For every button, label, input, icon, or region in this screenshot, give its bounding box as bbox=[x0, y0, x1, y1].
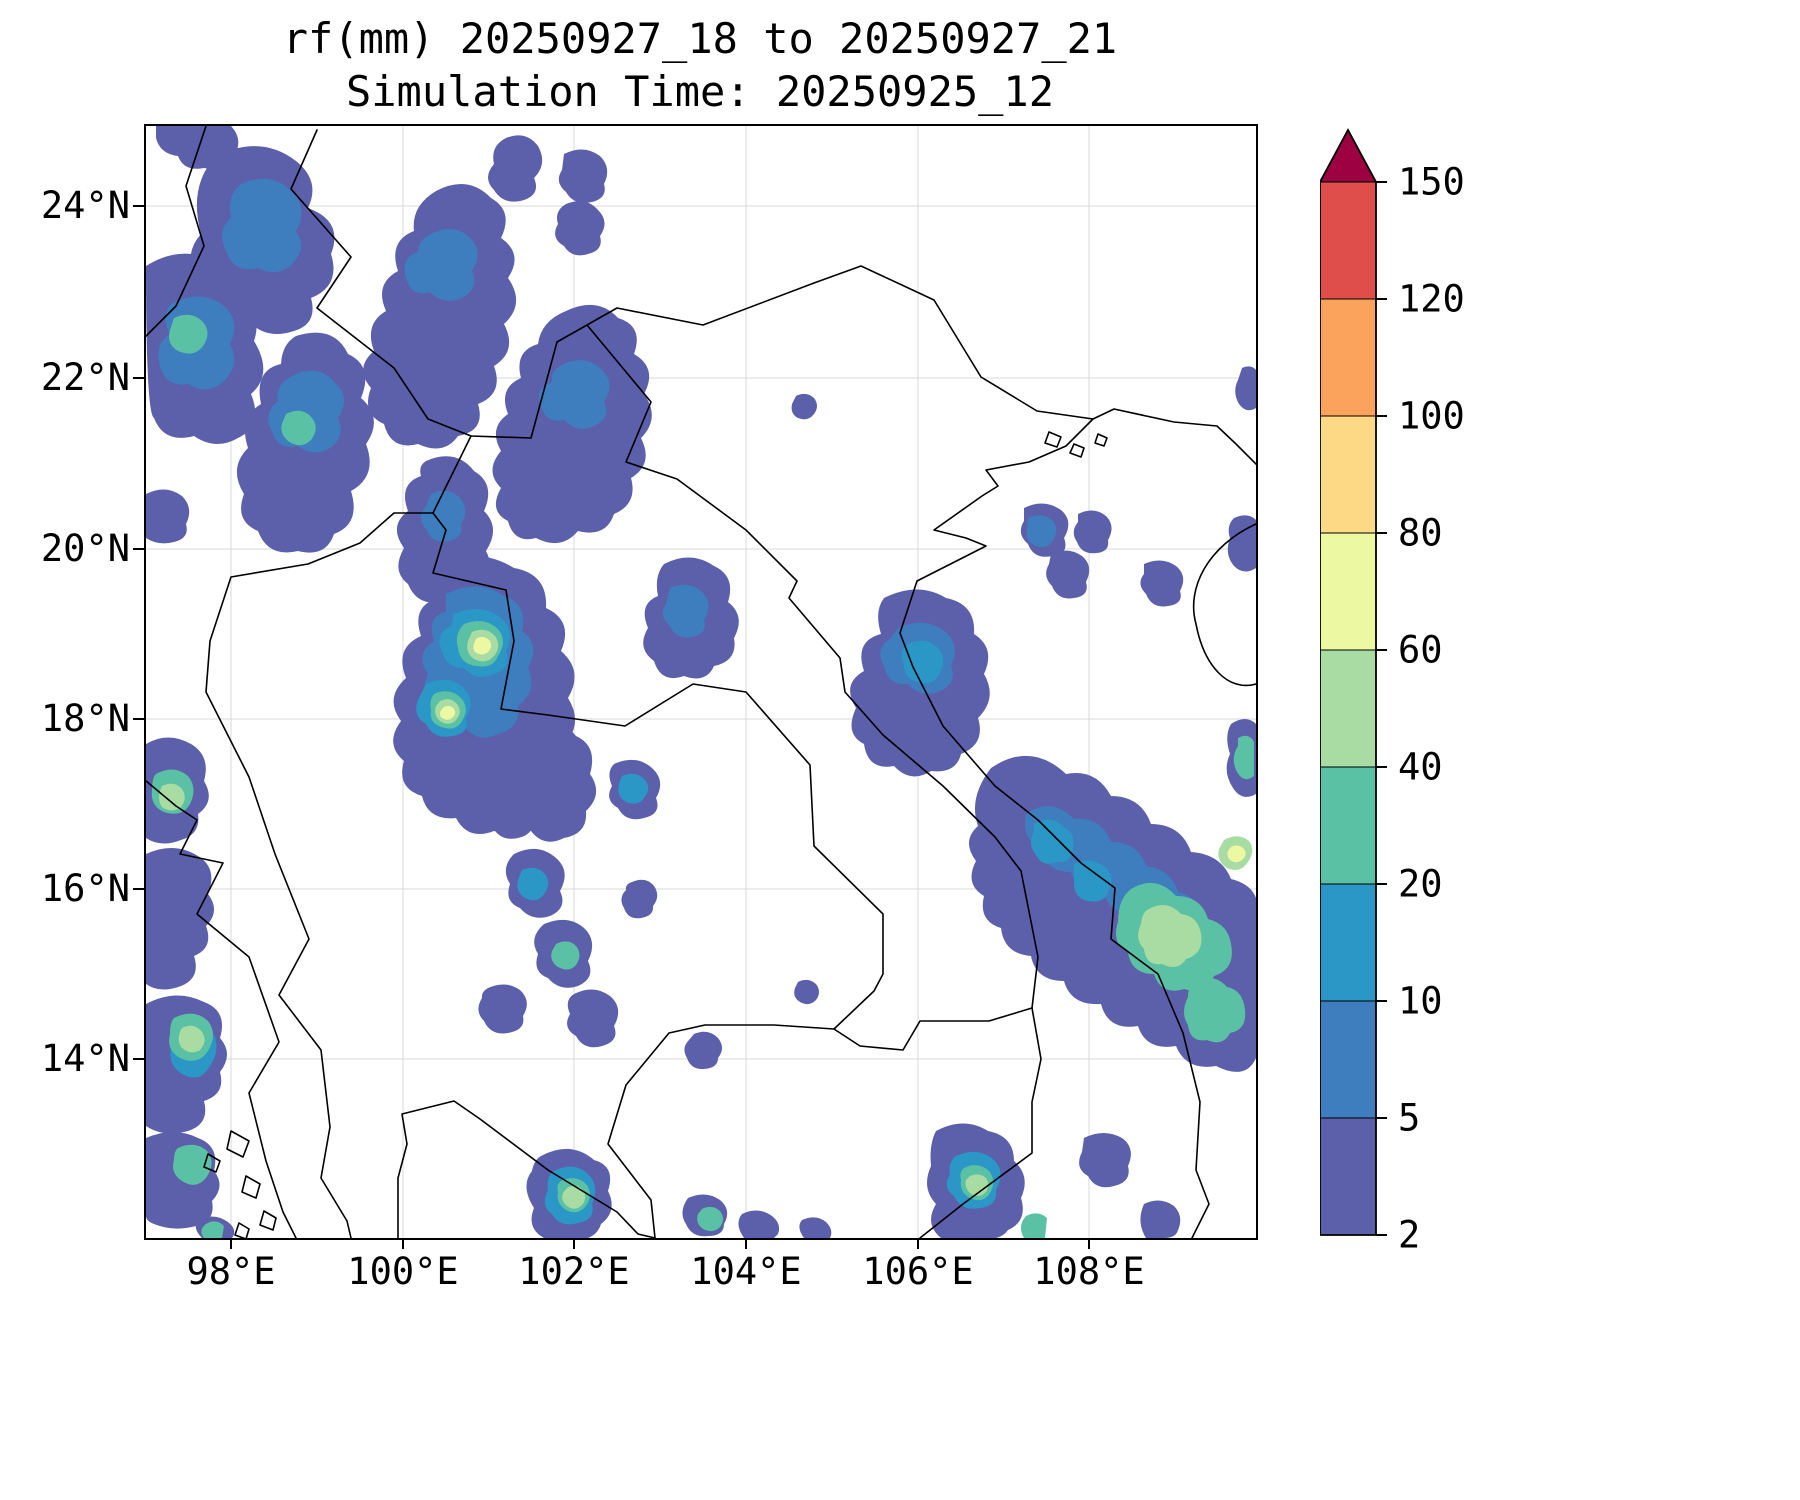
colorbar bbox=[1318, 128, 1390, 1240]
y-axis-tick-mark bbox=[133, 377, 144, 379]
colorbar-labels: 150 120 100 80 60 40 20 10 5 2 bbox=[1398, 128, 1528, 1257]
china-border-and-coast bbox=[290, 129, 1256, 465]
x-tick-label: 108°E bbox=[1033, 1250, 1145, 1293]
x-tick-label: 104°E bbox=[690, 1250, 802, 1293]
y-tick-label: 18°N bbox=[40, 697, 130, 740]
gulf-of-thailand-coastline bbox=[397, 1100, 656, 1238]
x-axis-tick-mark bbox=[745, 1238, 747, 1249]
myanmar-coastline bbox=[146, 780, 297, 1238]
x-axis-tick-mark bbox=[917, 1238, 919, 1249]
colorbar-canvas bbox=[1318, 128, 1387, 1236]
myanmar-laos-border bbox=[432, 435, 472, 514]
x-tick-label: 106°E bbox=[862, 1250, 974, 1293]
myanmar-thailand-border bbox=[205, 512, 434, 1238]
laos-cambodia-border bbox=[833, 1007, 1033, 1051]
y-tick-label: 24°N bbox=[40, 184, 130, 227]
colorbar-tick-label: 10 bbox=[1398, 979, 1443, 1023]
thailand-laos-border bbox=[432, 512, 884, 1030]
x-axis-tick-mark bbox=[230, 1238, 232, 1249]
thailand-cambodia-border bbox=[607, 1024, 835, 1238]
precipitation-field bbox=[146, 126, 1256, 1238]
y-axis-tick-mark bbox=[133, 205, 144, 207]
y-axis-tick-mark bbox=[133, 718, 144, 720]
colorbar-tick-label: 100 bbox=[1398, 394, 1465, 438]
y-tick-label: 16°N bbox=[40, 867, 130, 910]
andaman-islands bbox=[203, 1130, 277, 1238]
map-canvas bbox=[146, 126, 1256, 1238]
colorbar-tick-label: 20 bbox=[1398, 862, 1443, 906]
colorbar-tick-label: 2 bbox=[1398, 1213, 1421, 1257]
y-axis-tick-mark bbox=[133, 888, 144, 890]
tonkin-islets bbox=[1044, 431, 1108, 458]
x-axis-tick-mark bbox=[1088, 1238, 1090, 1249]
colorbar-tick-label: 120 bbox=[1398, 277, 1465, 321]
map-panel bbox=[144, 124, 1258, 1240]
colorbar-tick-label: 5 bbox=[1398, 1096, 1421, 1140]
x-tick-label: 98°E bbox=[186, 1250, 276, 1293]
y-axis-tick-mark bbox=[133, 1058, 144, 1060]
x-axis-tick-mark bbox=[573, 1238, 575, 1249]
cambodia-vietnam-border bbox=[919, 1007, 1042, 1238]
x-axis-tick-mark bbox=[402, 1238, 404, 1249]
vietnam-coastline bbox=[899, 418, 1210, 1238]
x-tick-label: 100°E bbox=[347, 1250, 459, 1293]
y-tick-label: 14°N bbox=[40, 1037, 130, 1080]
figure-title: rf(mm) 20250927_18 to 20250927_21 Simula… bbox=[145, 12, 1255, 118]
colorbar-tick-label: 150 bbox=[1398, 160, 1465, 204]
y-axis-tick-mark bbox=[133, 548, 144, 550]
x-tick-label: 102°E bbox=[518, 1250, 630, 1293]
y-tick-label: 22°N bbox=[40, 356, 130, 399]
myanmar-india-border bbox=[146, 126, 207, 337]
country-borders bbox=[146, 126, 1256, 1238]
laos-vietnam-border bbox=[586, 324, 1039, 1009]
colorbar-tick-label: 80 bbox=[1398, 511, 1443, 555]
y-tick-label: 20°N bbox=[40, 527, 130, 570]
hainan-coastline bbox=[1192, 523, 1256, 687]
title-line-2: Simulation Time: 20250925_12 bbox=[345, 67, 1054, 116]
colorbar-tick-label: 60 bbox=[1398, 628, 1443, 672]
title-line-1: rf(mm) 20250927_18 to 20250927_21 bbox=[282, 14, 1118, 63]
colorbar-tick-label: 40 bbox=[1398, 745, 1443, 789]
